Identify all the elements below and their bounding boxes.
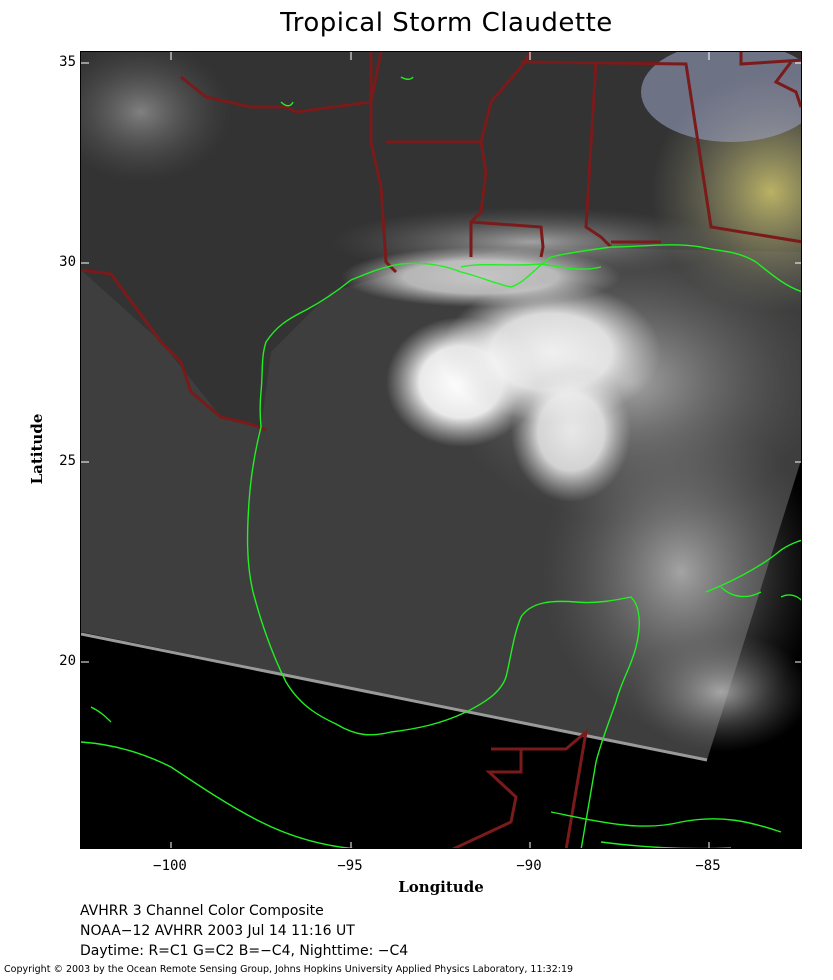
political-borders	[81, 52, 801, 848]
caption-line: NOAA−12 AVHRR 2003 Jul 14 11:16 UT	[80, 923, 355, 939]
x-tick-label: −95	[337, 858, 363, 874]
y-tick-label: 20	[59, 653, 76, 669]
caption: AVHRR 3 Channel Color Composite NOAA−12 …	[80, 901, 408, 961]
coastlines	[81, 76, 801, 848]
caption-line: AVHRR 3 Channel Color Composite	[80, 903, 324, 919]
y-tick-label: 35	[59, 54, 76, 70]
tick-marks	[81, 52, 801, 848]
caption-line: Daytime: R=C1 G=C2 B=−C4, Nighttime: −C4	[80, 943, 409, 959]
y-axis-title: Latitude	[28, 413, 46, 485]
copyright-notice: Copyright © 2003 by the Ocean Remote Sen…	[4, 964, 574, 975]
y-tick-label: 25	[59, 453, 76, 469]
satellite-map	[80, 51, 802, 849]
satellite-image	[81, 52, 801, 848]
x-tick-label: −100	[153, 858, 187, 874]
y-tick-label: 30	[59, 254, 76, 270]
x-tick-label: −85	[695, 858, 721, 874]
x-axis-title: Longitude	[398, 878, 484, 896]
x-tick-label: −90	[516, 858, 542, 874]
map-title: Tropical Storm Claudette	[280, 8, 613, 38]
